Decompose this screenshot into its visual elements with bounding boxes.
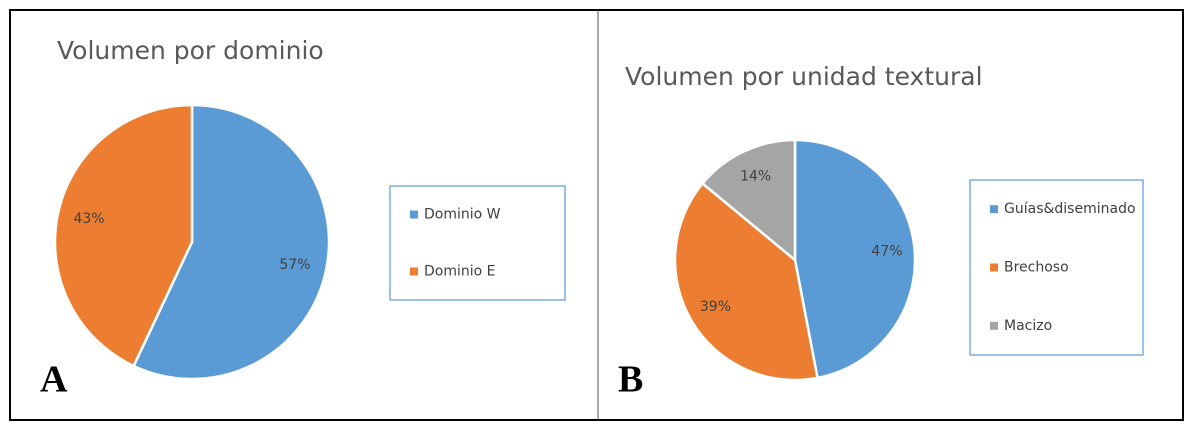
- data-label: 39%: [700, 299, 731, 315]
- legend-swatch: [990, 205, 998, 214]
- legend-label: Dominio W: [424, 207, 501, 223]
- legend-label: Macizo: [1004, 318, 1052, 334]
- pie-slice: [53, 103, 194, 368]
- data-label: 43%: [73, 211, 104, 227]
- pie-slice: [132, 103, 331, 381]
- data-label: 14%: [740, 168, 771, 184]
- legend-box: [969, 179, 1144, 356]
- legend-swatch: [410, 267, 418, 276]
- pie-slice: [793, 138, 917, 380]
- legend-label: Dominio E: [424, 264, 496, 280]
- data-label: 57%: [279, 257, 310, 273]
- pie-slice: [673, 181, 819, 382]
- legend-swatch: [990, 321, 998, 330]
- chart-title: Volumen por unidad textural: [625, 62, 983, 91]
- legend-swatch: [990, 263, 998, 272]
- pie-slice: [700, 138, 797, 263]
- data-label: 47%: [871, 243, 902, 259]
- panel-label: B: [618, 359, 643, 401]
- legend-swatch: [410, 210, 418, 219]
- legend-label: Brechoso: [1004, 260, 1069, 276]
- legend-label: Guías&diseminado: [1004, 201, 1136, 217]
- legend-box: [389, 185, 566, 301]
- chart-title: Volumen por dominio: [57, 36, 324, 65]
- panel-label: A: [40, 359, 68, 401]
